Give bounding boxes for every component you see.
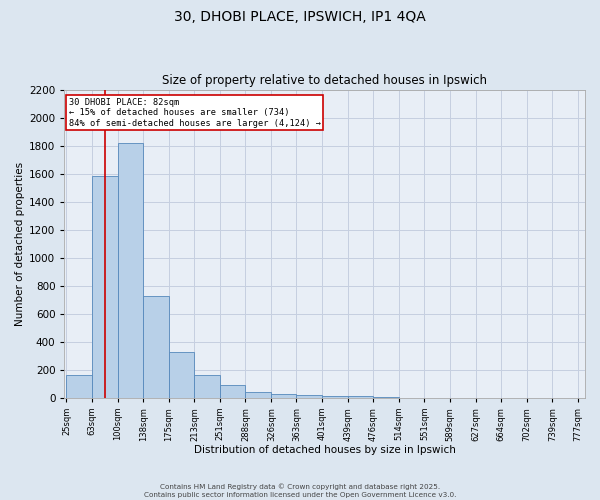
Bar <box>118 143 143 398</box>
Bar <box>67 376 92 398</box>
X-axis label: Distribution of detached houses by size in Ipswich: Distribution of detached houses by size … <box>194 445 455 455</box>
Y-axis label: Number of detached properties: Number of detached properties <box>15 162 25 326</box>
Bar <box>271 394 296 398</box>
Text: 30 DHOBI PLACE: 82sqm
← 15% of detached houses are smaller (734)
84% of semi-det: 30 DHOBI PLACE: 82sqm ← 15% of detached … <box>68 98 320 128</box>
Bar <box>245 392 271 398</box>
Bar <box>373 397 399 398</box>
Text: 30, DHOBI PLACE, IPSWICH, IP1 4QA: 30, DHOBI PLACE, IPSWICH, IP1 4QA <box>174 10 426 24</box>
Bar <box>92 176 118 398</box>
Bar <box>220 385 245 398</box>
Title: Size of property relative to detached houses in Ipswich: Size of property relative to detached ho… <box>162 74 487 87</box>
Bar <box>194 376 220 398</box>
Bar <box>348 396 373 398</box>
Bar <box>322 396 348 398</box>
Text: Contains HM Land Registry data © Crown copyright and database right 2025.
Contai: Contains HM Land Registry data © Crown c… <box>144 484 456 498</box>
Bar <box>169 352 194 398</box>
Bar <box>143 296 169 398</box>
Bar <box>296 395 322 398</box>
